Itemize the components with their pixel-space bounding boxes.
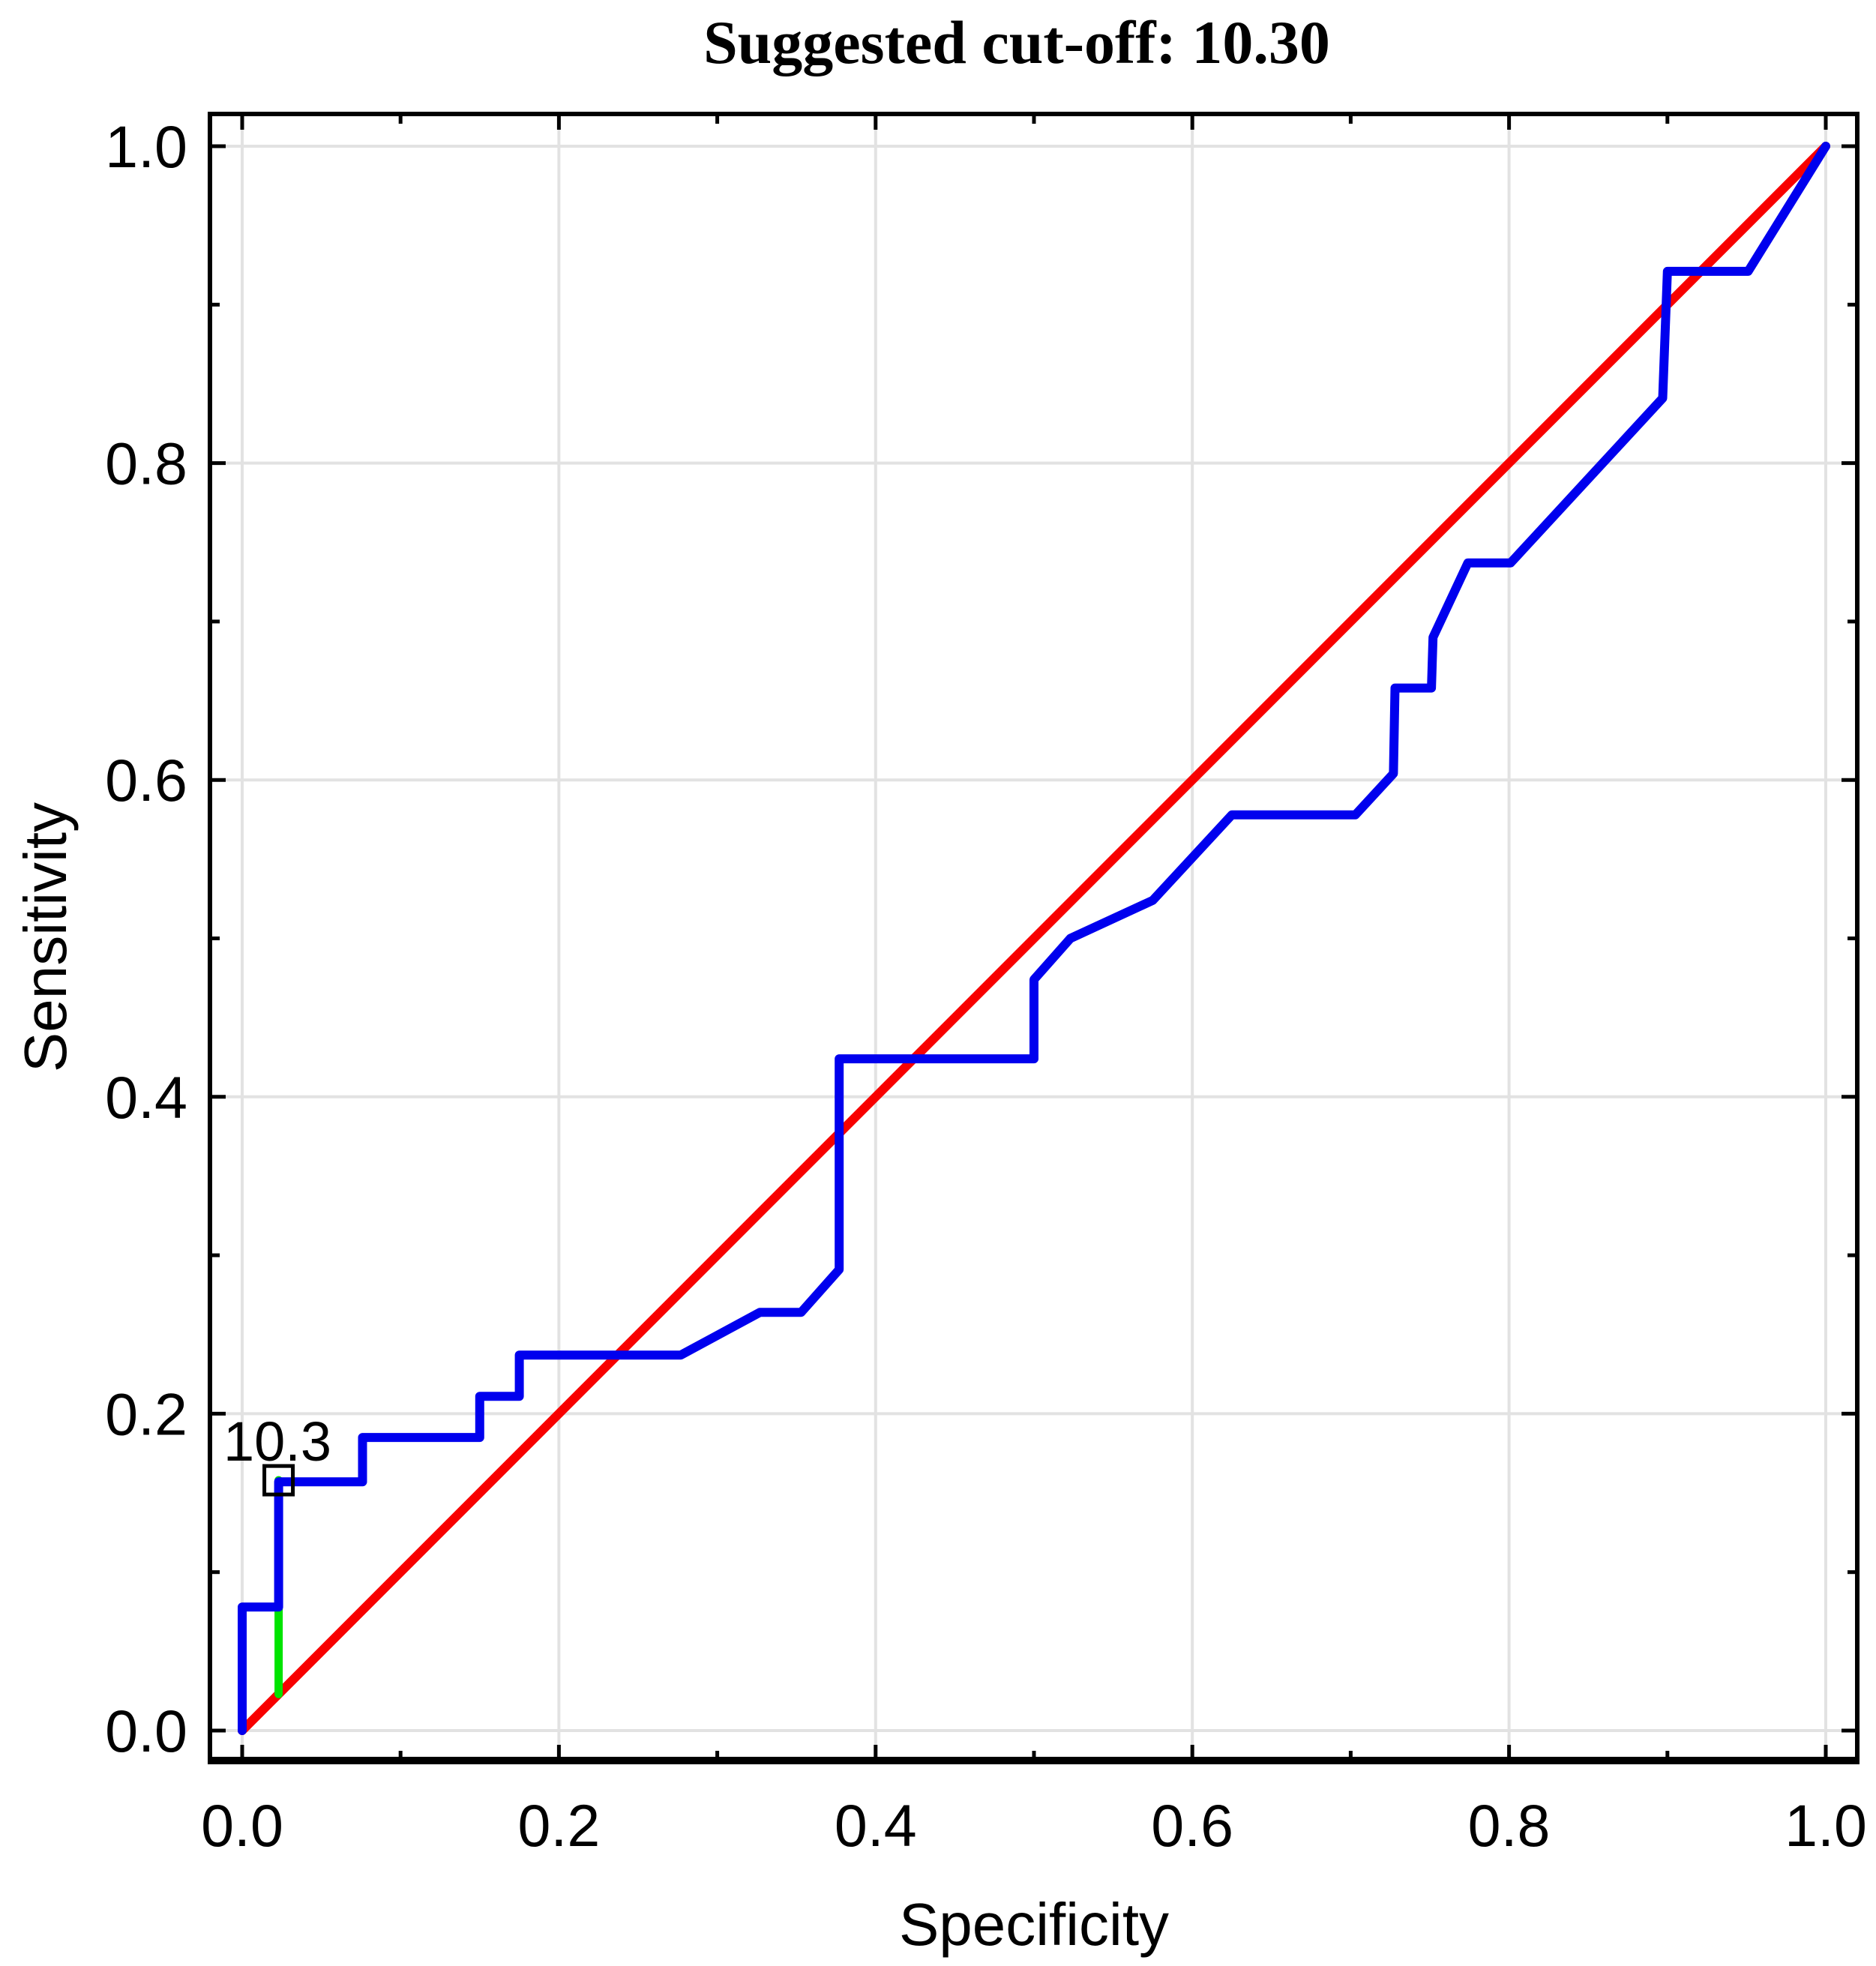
y-axis-title: Sensitivity (12, 802, 79, 1072)
x-tick-label: 0.0 (201, 1792, 283, 1859)
diagonal-reference-line (238, 142, 1830, 1735)
x-tick-label: 0.2 (517, 1792, 600, 1859)
gridlines (210, 114, 1857, 1761)
roc-curve-line (238, 142, 1830, 1735)
axis-ticks (212, 116, 1855, 1758)
cutoff-label: 10.3 (223, 1410, 331, 1473)
chart-text: Suggested cut-off: 10.30 Specificity Sen… (12, 8, 1330, 1958)
y-tick-label: 0.4 (105, 1064, 187, 1131)
plot-frame (208, 112, 1860, 1764)
x-axis-title: Specificity (899, 1891, 1169, 1958)
x-tick-label: 0.6 (1151, 1792, 1233, 1859)
y-tick-label: 0.6 (105, 747, 187, 814)
cutoff-marker-square (262, 1464, 295, 1497)
x-tick-label: 0.4 (835, 1792, 917, 1859)
cutoff-marker (262, 1464, 295, 1497)
x-tick-label: 1.0 (1785, 1792, 1867, 1859)
y-tick-label: 0.2 (105, 1380, 187, 1447)
chart-title: Suggested cut-off: 10.30 (703, 8, 1330, 76)
tick-labels: 0.0 0.2 0.4 0.6 0.8 1.0 0.0 0.2 0.4 0.6 0.8 1.0 (105, 113, 1867, 1859)
x-tick-label: 0.8 (1468, 1792, 1551, 1859)
y-tick-label: 0.0 (105, 1698, 187, 1764)
series-lines (238, 142, 1830, 1735)
y-tick-label: 0.8 (105, 430, 187, 497)
y-tick-label: 1.0 (105, 113, 187, 180)
